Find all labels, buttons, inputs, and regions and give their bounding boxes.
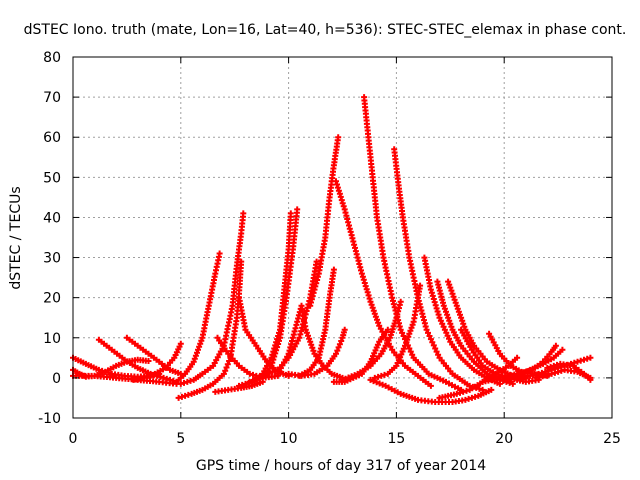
series-track-3 (123, 334, 184, 377)
x-tick-label-1: 5 (176, 431, 185, 447)
series-track-2 (95, 336, 180, 385)
series-track-8 (177, 210, 247, 387)
y-tick-label-8: 70 (43, 90, 61, 106)
series-track-13 (246, 206, 301, 385)
y-tick-label-4: 30 (43, 251, 61, 267)
series-track-34 (514, 346, 566, 379)
x-tick-label-0: 0 (69, 431, 78, 447)
y-tick-label-3: 20 (43, 291, 61, 307)
series-layer (70, 94, 594, 405)
series-track-7 (175, 258, 245, 401)
y-tick-label-7: 60 (43, 130, 61, 146)
series-track-24 (371, 282, 424, 381)
series-track-28 (445, 278, 529, 381)
x-tick-label-5: 25 (603, 431, 621, 447)
series-track-6 (173, 250, 223, 385)
series-track-17 (296, 266, 337, 379)
y-tick-label-6: 50 (43, 170, 61, 186)
y-axis-title: dSTEC / TECUs (8, 186, 24, 289)
chart-title: dSTEC Iono. truth (mate, Lon=16, Lat=40,… (24, 22, 627, 38)
x-tick-label-3: 15 (387, 431, 405, 447)
series-track-9 (212, 378, 266, 395)
y-tick-label-1: 0 (52, 371, 61, 387)
series-track-19 (333, 178, 434, 389)
y-tick-label-0: -10 (38, 411, 61, 427)
x-axis-ticks: 0 5 10 15 20 25 (69, 57, 621, 447)
grid-lines (73, 57, 612, 418)
y-tick-label-2: 10 (43, 331, 61, 347)
x-axis-title: GPS time / hours of day 317 of year 2014 (196, 458, 486, 474)
y-tick-label-9: 80 (43, 50, 61, 66)
y-tick-label-5: 40 (43, 210, 61, 226)
x-tick-label-4: 20 (495, 431, 513, 447)
series-track-23 (339, 298, 404, 383)
series-track-25 (367, 376, 495, 405)
series-track-18 (307, 134, 342, 309)
plot-frame (72, 56, 613, 419)
x-tick-label-2: 10 (280, 431, 298, 447)
series-track-36 (544, 360, 594, 383)
y-axis-ticks: -10 0 10 20 30 40 50 60 70 80 (38, 50, 612, 427)
